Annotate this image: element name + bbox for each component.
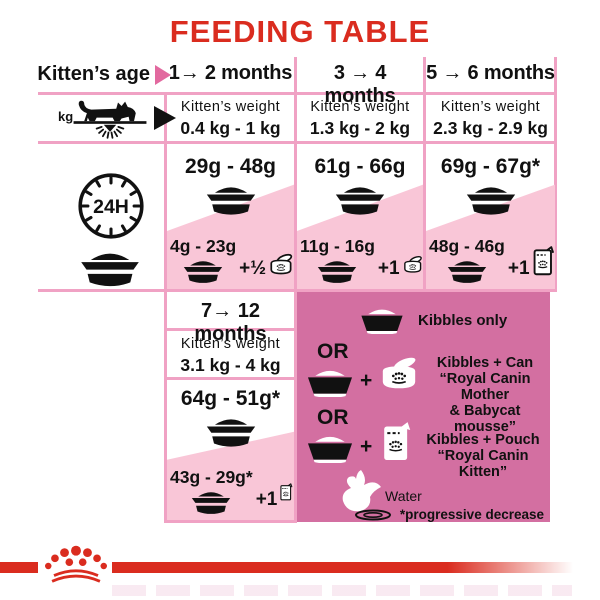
or-label: OR xyxy=(317,340,349,363)
divider xyxy=(554,57,557,292)
food-bowl-icon xyxy=(81,253,139,287)
divider xyxy=(423,57,426,292)
legend-pouch-text: Kibbles + Pouch “Royal Canin Kitten” xyxy=(417,432,549,480)
weight-range: 3.1 kg - 4 kg xyxy=(180,355,281,375)
food-bowl-icon xyxy=(183,261,223,283)
ration-cell: 69g - 67g* 48g - 46g +1 xyxy=(426,144,555,289)
supplement-count: +1 xyxy=(255,489,278,510)
water-label: Water xyxy=(385,488,422,504)
weight-range: 2.3 kg - 2.9 kg xyxy=(433,118,548,138)
kitten-age-label: Kitten’s age xyxy=(37,63,150,85)
ration-cell: 61g - 66g 11g - 16g +1 xyxy=(297,144,423,289)
divider xyxy=(164,92,167,523)
food-bowl-icon xyxy=(361,309,403,334)
supplement-count: +1 xyxy=(507,258,530,279)
weight-cell: Kitten’s weight 1.3 kg - 2 kg xyxy=(297,99,423,139)
mixed-amount: 43g - 29g* xyxy=(170,467,253,487)
mixed-amount: 48g - 46g xyxy=(429,236,505,256)
pouch-icon xyxy=(384,422,411,461)
crown-logo xyxy=(45,545,107,583)
mixed-amount: 11g - 16g xyxy=(300,236,375,256)
food-bowl-icon xyxy=(192,492,231,514)
pouch-icon xyxy=(280,483,293,501)
weight-range: 1.3 kg - 2 kg xyxy=(309,118,411,138)
weight-label: Kitten’s weight xyxy=(180,99,281,115)
legend-line: “Royal Canin Mother xyxy=(439,371,531,403)
plus-sign: + xyxy=(360,435,373,458)
supplement-count: +½ xyxy=(239,258,267,279)
supplement-count: +1 xyxy=(377,258,400,279)
can-icon xyxy=(382,355,418,389)
legend-line: Kibbles + Can xyxy=(436,355,534,371)
watermark xyxy=(112,585,572,596)
cat-on-scale-icon xyxy=(73,100,147,139)
ration-cell: 29g - 48g 4g - 23g +½ xyxy=(167,144,294,289)
weight-range: 0.4 kg - 1 kg xyxy=(180,118,281,138)
pouch-icon xyxy=(533,246,554,276)
ration-cell: 64g - 51g* 43g - 29g* +1 xyxy=(167,380,294,520)
weight-arrow-icon xyxy=(154,106,176,130)
kibble-amount: 64g - 51g* xyxy=(180,387,281,410)
or-label: OR xyxy=(317,406,349,429)
month-col-3: 5 → 6 months xyxy=(426,62,555,84)
divider xyxy=(294,57,297,523)
divider xyxy=(38,92,557,95)
page-title: FEEDING TABLE xyxy=(169,14,431,49)
can-icon xyxy=(270,253,293,275)
legend-panel: Kibbles only OR + Kibbles + Can “Royal C… xyxy=(297,292,550,522)
weight-label: Kitten’s weight xyxy=(440,99,541,115)
food-bowl-icon xyxy=(447,261,487,283)
weight-cell: Kitten’s weight 0.4 kg - 1 kg xyxy=(167,99,294,139)
legend-line: Kibbles + Pouch xyxy=(426,432,540,448)
divider xyxy=(164,377,297,380)
divider xyxy=(38,289,557,292)
brand-bar-right xyxy=(112,562,578,573)
clock-24h-icon: 24H xyxy=(78,173,144,239)
food-bowl-icon xyxy=(335,187,385,215)
weight-cell: Kitten’s weight 2.3 kg - 2.9 kg xyxy=(426,99,555,139)
water-icon xyxy=(342,470,391,521)
footnote: *progressive decrease xyxy=(399,507,544,522)
food-bowl-icon xyxy=(307,370,353,397)
legend-line: “Royal Canin Kitten” xyxy=(437,448,529,480)
kibble-amount: 61g - 66g xyxy=(314,155,406,178)
extended-age-header: 7→ 12 months xyxy=(194,300,267,345)
food-bowl-icon xyxy=(318,261,357,283)
legend-kibbles-only-label: Kibbles only xyxy=(418,312,508,329)
divider xyxy=(38,141,557,144)
can-icon xyxy=(403,255,422,273)
divider xyxy=(164,520,297,523)
weight-cell: Kitten’s weight 3.1 kg - 4 kg xyxy=(167,336,294,376)
kibble-amount: 69g - 67g* xyxy=(440,155,541,178)
weight-label: Kitten’s weight xyxy=(310,99,410,115)
brand-bar-left xyxy=(0,562,38,573)
weight-label: Kitten’s weight xyxy=(180,336,281,352)
weight-unit-label: kg xyxy=(58,109,74,124)
legend-line: & Babycat mousse” xyxy=(449,403,521,435)
month-col-1: 1→ 2 months xyxy=(168,62,293,84)
food-bowl-icon xyxy=(307,436,353,463)
food-bowl-icon xyxy=(206,187,255,215)
legend-can-text: Kibbles + Can “Royal Canin Mother & Baby… xyxy=(421,355,549,435)
age-arrow-icon xyxy=(155,65,171,85)
kibble-amount: 29g - 48g xyxy=(184,155,277,178)
month-col-2: 3 → 4 months xyxy=(324,62,396,107)
food-bowl-icon xyxy=(206,419,255,447)
clock-label: 24H xyxy=(93,196,129,218)
mixed-amount: 4g - 23g xyxy=(170,236,237,256)
divider xyxy=(164,328,297,331)
food-bowl-icon xyxy=(466,187,515,215)
plus-sign: + xyxy=(360,369,373,392)
